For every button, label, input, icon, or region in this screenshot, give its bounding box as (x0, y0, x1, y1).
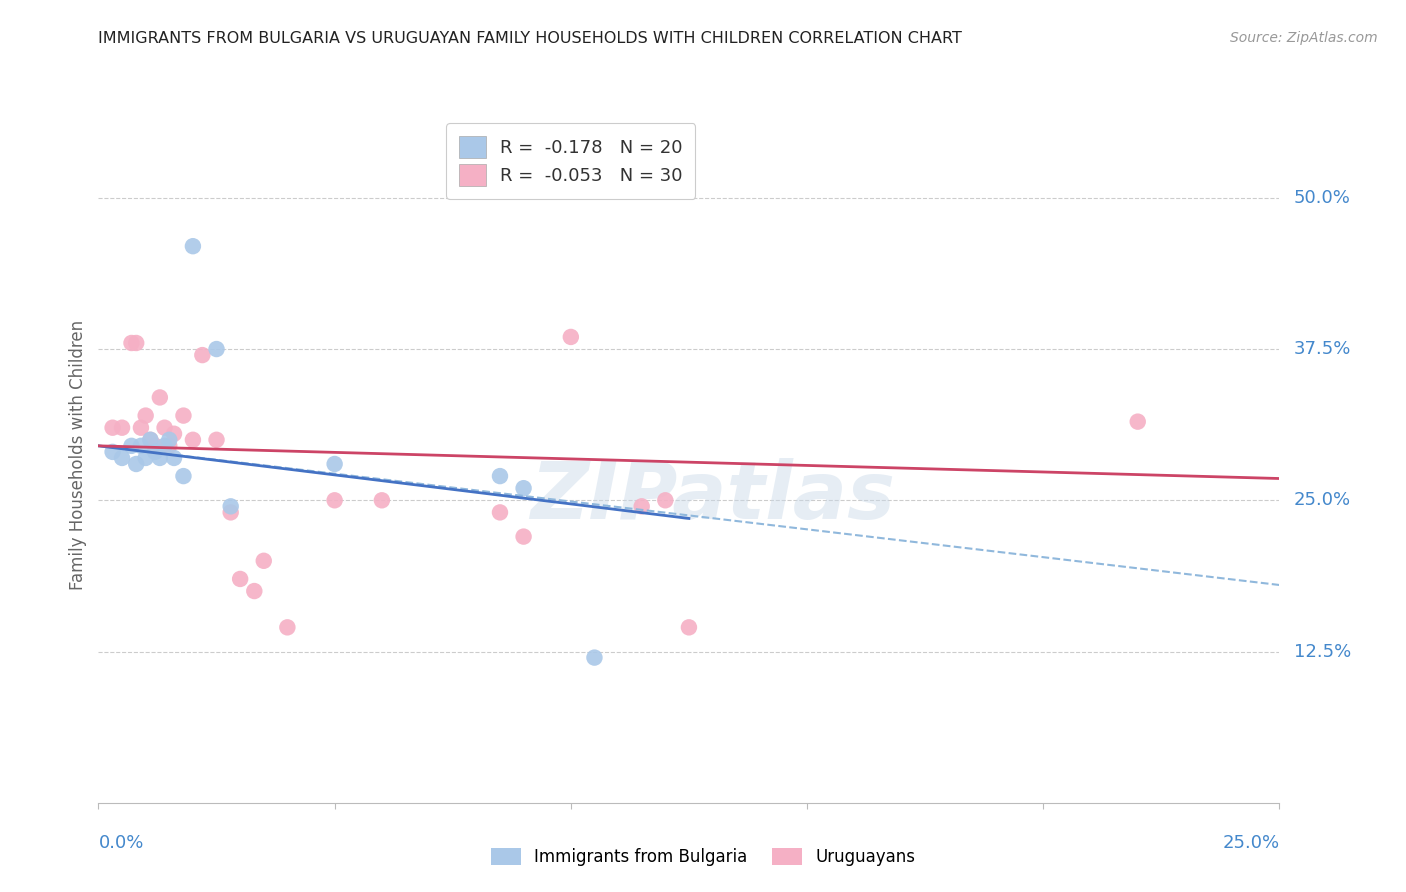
Point (163, 426, 186, 441)
Point (219, 500, 242, 514)
Legend: Immigrants from Bulgaria, Uruguayans: Immigrants from Bulgaria, Uruguayans (482, 840, 924, 875)
Text: ZIPatlas: ZIPatlas (530, 458, 896, 536)
Point (135, 450, 157, 465)
Point (121, 439, 143, 453)
Point (489, 505, 512, 519)
Point (243, 584, 266, 599)
Point (181, 239, 204, 253)
Text: 50.0%: 50.0% (1294, 189, 1351, 207)
Text: Source: ZipAtlas.com: Source: ZipAtlas.com (1230, 31, 1378, 45)
Point (191, 348, 214, 362)
Point (512, 530, 534, 544)
Point (153, 420, 176, 434)
Point (253, 554, 276, 568)
Point (630, 500, 652, 514)
Point (181, 433, 204, 447)
Point (129, 420, 152, 434)
Point (205, 433, 228, 447)
Point (678, 620, 700, 634)
Text: 25.0%: 25.0% (1294, 491, 1351, 509)
Text: 37.5%: 37.5% (1294, 340, 1351, 358)
Text: 0.0%: 0.0% (98, 834, 143, 852)
Point (276, 620, 298, 634)
Point (323, 493, 346, 508)
Point (172, 469, 194, 483)
Point (121, 336, 143, 351)
Point (157, 439, 180, 453)
Point (149, 450, 172, 465)
Point (654, 493, 676, 508)
Point (125, 457, 148, 471)
Legend: R =  -0.178   N = 20, R =  -0.053   N = 30: R = -0.178 N = 20, R = -0.053 N = 30 (446, 123, 696, 199)
Point (219, 505, 242, 519)
Point (229, 572, 252, 586)
Point (143, 445, 166, 459)
Point (205, 342, 228, 356)
Point (1126, 415, 1149, 429)
Y-axis label: Family Households with Children: Family Households with Children (69, 320, 87, 590)
Point (125, 336, 148, 351)
Point (163, 450, 186, 465)
Point (101, 420, 124, 434)
Point (139, 433, 162, 447)
Point (323, 457, 346, 471)
Point (512, 481, 534, 495)
Point (371, 493, 394, 508)
Point (560, 330, 582, 344)
Point (135, 409, 157, 423)
Point (129, 439, 152, 453)
Point (111, 420, 134, 434)
Point (489, 469, 512, 483)
Point (153, 439, 176, 453)
Text: 25.0%: 25.0% (1222, 834, 1279, 852)
Point (149, 391, 172, 405)
Text: 12.5%: 12.5% (1294, 642, 1351, 661)
Point (583, 650, 606, 665)
Point (157, 433, 180, 447)
Point (172, 409, 194, 423)
Point (139, 433, 162, 447)
Point (101, 445, 124, 459)
Point (143, 439, 166, 453)
Point (111, 450, 134, 465)
Text: IMMIGRANTS FROM BULGARIA VS URUGUAYAN FAMILY HOUSEHOLDS WITH CHILDREN CORRELATIO: IMMIGRANTS FROM BULGARIA VS URUGUAYAN FA… (98, 31, 962, 46)
